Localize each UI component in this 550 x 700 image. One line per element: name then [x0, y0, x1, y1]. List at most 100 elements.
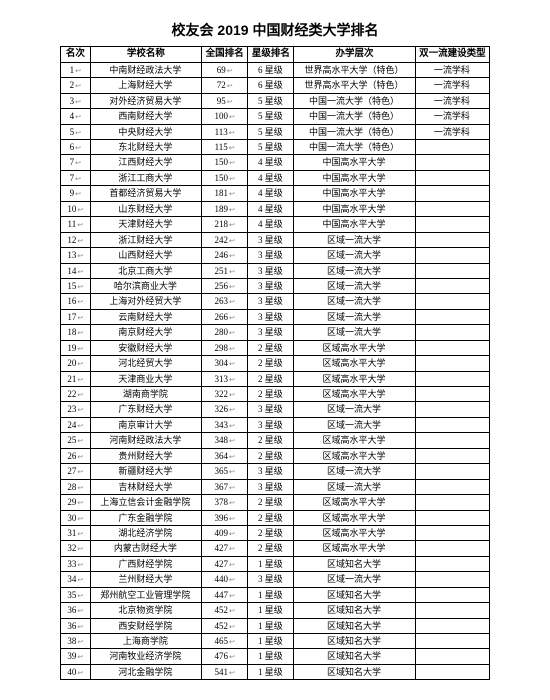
table-cell: 3 星级	[248, 278, 294, 293]
table-cell: 区域高水平大学	[294, 448, 415, 463]
table-cell: 10↩	[61, 201, 91, 216]
table-cell: 256↩	[202, 278, 248, 293]
table-cell	[415, 325, 489, 340]
table-cell	[415, 587, 489, 602]
table-cell	[415, 433, 489, 448]
table-cell: 区域一流大学	[294, 248, 415, 263]
table-cell: 35↩	[61, 587, 91, 602]
table-cell: 15↩	[61, 278, 91, 293]
table-cell: 18↩	[61, 325, 91, 340]
table-cell: 6 星级	[248, 78, 294, 93]
table-row: 7↩浙江工商大学150↩4 星级中国高水平大学	[61, 170, 490, 185]
col-double-first: 双一流建设类型	[415, 47, 489, 63]
table-row: 23↩广东财经大学326↩3 星级区域一流大学	[61, 402, 490, 417]
table-cell: 3↩	[61, 93, 91, 108]
table-cell: 1 星级	[248, 664, 294, 679]
table-cell: 29↩	[61, 495, 91, 510]
table-cell: 38↩	[61, 634, 91, 649]
table-cell	[415, 248, 489, 263]
table-cell: 1 星级	[248, 649, 294, 664]
table-cell: 72↩	[202, 78, 248, 93]
table-cell: 440↩	[202, 572, 248, 587]
table-cell: 西南财经大学	[90, 109, 201, 124]
table-row: 38↩上海商学院465↩1 星级区域知名大学	[61, 634, 490, 649]
table-cell: 409↩	[202, 525, 248, 540]
col-national: 全国排名	[202, 47, 248, 63]
table-cell: 吉林财经大学	[90, 479, 201, 494]
table-cell: 2 星级	[248, 356, 294, 371]
table-cell: 新疆财经大学	[90, 464, 201, 479]
table-cell: 25↩	[61, 433, 91, 448]
table-row: 36↩北京物资学院452↩1 星级区域知名大学	[61, 603, 490, 618]
table-cell: 4 星级	[248, 170, 294, 185]
table-cell: 一流学科	[415, 109, 489, 124]
table-row: 35↩郑州航空工业管理学院447↩1 星级区域知名大学	[61, 587, 490, 602]
table-cell: 22↩	[61, 387, 91, 402]
table-cell: 115↩	[202, 140, 248, 155]
table-cell: 452↩	[202, 603, 248, 618]
table-cell: 区域一流大学	[294, 325, 415, 340]
table-cell	[415, 217, 489, 232]
table-cell: 1 星级	[248, 618, 294, 633]
table-cell: 湖北经济学院	[90, 525, 201, 540]
table-cell: 区域一流大学	[294, 263, 415, 278]
table-cell: 20↩	[61, 356, 91, 371]
table-cell: 中国高水平大学	[294, 201, 415, 216]
table-cell	[415, 572, 489, 587]
table-cell: 348↩	[202, 433, 248, 448]
table-cell: 452↩	[202, 618, 248, 633]
table-cell: 中国高水平大学	[294, 170, 415, 185]
table-cell	[415, 649, 489, 664]
table-row: 10↩山东财经大学189↩4 星级中国高水平大学	[61, 201, 490, 216]
table-cell: 3 星级	[248, 479, 294, 494]
table-row: 20↩河北经贸大学304↩2 星级区域高水平大学	[61, 356, 490, 371]
table-cell: 上海对外经贸大学	[90, 294, 201, 309]
table-row: 28↩吉林财经大学367↩3 星级区域一流大学	[61, 479, 490, 494]
table-row: 39↩河南牧业经济学院476↩1 星级区域知名大学	[61, 649, 490, 664]
table-cell	[415, 201, 489, 216]
table-cell: 1 星级	[248, 587, 294, 602]
table-cell: 2 星级	[248, 387, 294, 402]
table-cell: 中国一流大学（特色）	[294, 140, 415, 155]
table-cell: 区域知名大学	[294, 556, 415, 571]
table-cell: 区域知名大学	[294, 587, 415, 602]
table-cell: 9↩	[61, 186, 91, 201]
table-cell: 河北经贸大学	[90, 356, 201, 371]
table-cell: 5 星级	[248, 93, 294, 108]
table-cell: 北京工商大学	[90, 263, 201, 278]
table-cell: 1 星级	[248, 556, 294, 571]
table-cell: 3 星级	[248, 325, 294, 340]
table-cell: 6 星级	[248, 62, 294, 77]
table-row: 40↩河北金融学院541↩1 星级区域知名大学	[61, 664, 490, 679]
table-cell: 南京财经大学	[90, 325, 201, 340]
table-cell: 31↩	[61, 525, 91, 540]
table-cell: 322↩	[202, 387, 248, 402]
table-cell: 24↩	[61, 417, 91, 432]
table-cell: 天津财经大学	[90, 217, 201, 232]
table-cell: 上海财经大学	[90, 78, 201, 93]
table-cell: 区域一流大学	[294, 402, 415, 417]
table-cell: 100↩	[202, 109, 248, 124]
table-cell: 113↩	[202, 124, 248, 139]
table-cell: 19↩	[61, 340, 91, 355]
table-cell: 中国高水平大学	[294, 186, 415, 201]
table-cell	[415, 402, 489, 417]
table-cell: 一流学科	[415, 93, 489, 108]
table-cell	[415, 417, 489, 432]
table-cell: 湖南商学院	[90, 387, 201, 402]
table-cell: 南京审计大学	[90, 417, 201, 432]
table-cell: 区域一流大学	[294, 278, 415, 293]
table-cell: 367↩	[202, 479, 248, 494]
table-cell	[415, 278, 489, 293]
table-cell	[415, 186, 489, 201]
table-row: 26↩贵州财经大学364↩2 星级区域高水平大学	[61, 448, 490, 463]
table-row: 15↩哈尔滨商业大学256↩3 星级区域一流大学	[61, 278, 490, 293]
table-cell: 465↩	[202, 634, 248, 649]
table-cell: 3 星级	[248, 309, 294, 324]
table-cell: 河南牧业经济学院	[90, 649, 201, 664]
table-cell: 5 星级	[248, 109, 294, 124]
table-row: 32↩内蒙古财经大学427↩2 星级区域高水平大学	[61, 541, 490, 556]
table-cell: 中国一流大学（特色）	[294, 124, 415, 139]
table-row: 18↩南京财经大学280↩3 星级区域一流大学	[61, 325, 490, 340]
table-cell: 内蒙古财经大学	[90, 541, 201, 556]
